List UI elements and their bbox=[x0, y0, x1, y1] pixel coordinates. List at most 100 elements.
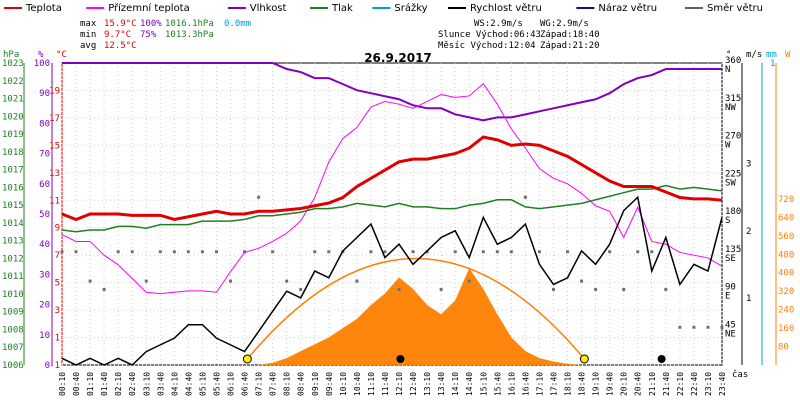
x-tick-label: 05:10 bbox=[198, 372, 207, 396]
temp-tick-label: 11 bbox=[49, 196, 60, 206]
x-tick-label: 19:40 bbox=[606, 372, 615, 396]
x-tick-label: 12:40 bbox=[409, 372, 418, 396]
temp-tick-label: 19 bbox=[49, 86, 60, 96]
press-tick-label: 1023 bbox=[2, 59, 24, 69]
x-tick-label: 19:10 bbox=[592, 372, 601, 396]
x-tick-label: 06:10 bbox=[227, 372, 236, 396]
wind-direction-point bbox=[383, 250, 387, 254]
x-tick-label: 10:40 bbox=[353, 372, 362, 396]
x-tick-label: 07:40 bbox=[269, 372, 278, 396]
rain-max: 1 bbox=[770, 59, 775, 69]
hum-unit: % bbox=[38, 50, 44, 60]
dir-tick-label: 360 bbox=[725, 56, 741, 66]
x-tick-label: 05:40 bbox=[212, 372, 221, 396]
temp-tick-label: 17 bbox=[49, 114, 60, 124]
press-tick-label: 1015 bbox=[2, 201, 24, 211]
wind-direction-point bbox=[608, 250, 612, 254]
wind-direction-point bbox=[397, 288, 401, 291]
wind-direction-point bbox=[650, 250, 654, 254]
dir-tick-label: 180 bbox=[725, 207, 741, 217]
dir-tick-label: 270 bbox=[725, 132, 741, 142]
x-tick-label: 09:10 bbox=[311, 372, 320, 396]
wind-direction-point bbox=[200, 250, 204, 254]
wind-direction-point bbox=[453, 250, 457, 254]
press-tick-label: 1013 bbox=[2, 237, 24, 247]
wind-direction-point bbox=[229, 279, 233, 283]
stat-ws: WS:2.9m/s bbox=[474, 19, 523, 29]
press-tick-label: 1014 bbox=[2, 219, 24, 229]
sun-tick-label: 720 bbox=[778, 195, 794, 205]
sunrise-marker bbox=[242, 354, 252, 364]
x-tick-label: 23:10 bbox=[704, 372, 713, 396]
wind-direction-point bbox=[74, 250, 78, 254]
sun-tick-label: 480 bbox=[778, 250, 794, 260]
stat-moon-rise: Měsíc Východ:12:04 bbox=[438, 41, 536, 51]
wind-direction-point bbox=[692, 325, 696, 329]
time-unit: čas bbox=[732, 369, 748, 380]
stat-min-label: min bbox=[80, 30, 96, 40]
wind-direction-point bbox=[495, 250, 499, 254]
press-tick-label: 1011 bbox=[2, 272, 24, 282]
x-tick-label: 00:10 bbox=[58, 372, 67, 396]
series-rychlost-vetru bbox=[61, 195, 723, 366]
dir-tick-name: N bbox=[725, 65, 730, 75]
wind-direction-point bbox=[299, 288, 303, 291]
wind-direction-point bbox=[678, 325, 682, 329]
hum-tick-label: 10 bbox=[39, 331, 50, 341]
wind-unit: m/s bbox=[746, 50, 762, 60]
wind-direction-point bbox=[566, 250, 570, 254]
sun-tick-label: 640 bbox=[778, 213, 794, 223]
hum-tick-label: 0 bbox=[45, 361, 50, 371]
x-tick-label: 13:10 bbox=[423, 372, 432, 396]
temp-tick-label: 3 bbox=[55, 306, 60, 316]
legend-item-6: Náraz větru bbox=[598, 2, 657, 14]
series-tlak bbox=[61, 184, 723, 233]
temp-tick-label: 7 bbox=[55, 251, 60, 261]
temp-tick-label: 15 bbox=[49, 141, 60, 151]
stat-max-press: 1016.1hPa bbox=[165, 19, 214, 29]
sun-tick-label: 160 bbox=[778, 324, 794, 334]
wind-direction-point bbox=[537, 250, 541, 254]
wind-direction-point bbox=[664, 288, 668, 291]
legend-item-4: Srážky bbox=[394, 2, 427, 14]
hum-tick-label: 60 bbox=[39, 180, 50, 190]
x-tick-label: 03:10 bbox=[142, 372, 151, 396]
wind-direction-point bbox=[636, 250, 640, 254]
stat-max-label: max bbox=[80, 19, 97, 29]
sun-tick-label: 240 bbox=[778, 306, 794, 316]
dir-tick-label: 315 bbox=[725, 94, 741, 104]
dir-tick-label: 135 bbox=[725, 245, 741, 255]
x-tick-label: 04:10 bbox=[170, 372, 179, 396]
x-tick-label: 21:10 bbox=[648, 372, 657, 396]
legend-item-2: Vlhkost bbox=[250, 3, 287, 14]
sun-elevation-curve bbox=[246, 257, 585, 360]
x-tick-label: 08:10 bbox=[283, 372, 292, 396]
x-tick-label: 11:10 bbox=[367, 372, 376, 396]
sun-tick-label: 320 bbox=[778, 287, 794, 297]
stat-max-rain: 0.0mm bbox=[224, 19, 251, 29]
wind-direction-point bbox=[130, 250, 134, 254]
x-tick-label: 02:40 bbox=[128, 372, 137, 396]
press-tick-label: 1012 bbox=[2, 254, 24, 264]
legend-item-7: Směr větru bbox=[707, 2, 763, 14]
x-tick-label: 01:40 bbox=[100, 372, 109, 396]
hum-tick-label: 80 bbox=[39, 119, 50, 129]
dir-tick-label: 90 bbox=[725, 283, 736, 293]
wind-direction-point bbox=[60, 250, 64, 254]
stat-moon-set: Západ:21:20 bbox=[540, 41, 600, 51]
wind-direction-point bbox=[706, 325, 710, 329]
x-tick-label: 00:40 bbox=[72, 372, 81, 396]
hum-tick-label: 20 bbox=[39, 301, 50, 311]
x-tick-label: 18:40 bbox=[578, 372, 587, 396]
hum-tick-label: 30 bbox=[39, 270, 50, 280]
stat-min-temp: 9.7°C bbox=[104, 30, 131, 40]
wind-direction-point bbox=[102, 288, 106, 291]
moonrise-marker bbox=[396, 355, 405, 363]
wind-direction-point bbox=[172, 250, 176, 254]
x-tick-label: 16:10 bbox=[507, 372, 516, 396]
dir-unit: ° bbox=[726, 50, 731, 60]
dir-tick-name: SE bbox=[725, 254, 736, 264]
wind-direction-point bbox=[214, 250, 218, 254]
dir-tick-label: 45 bbox=[725, 320, 736, 330]
x-tick-label: 20:40 bbox=[634, 372, 643, 396]
